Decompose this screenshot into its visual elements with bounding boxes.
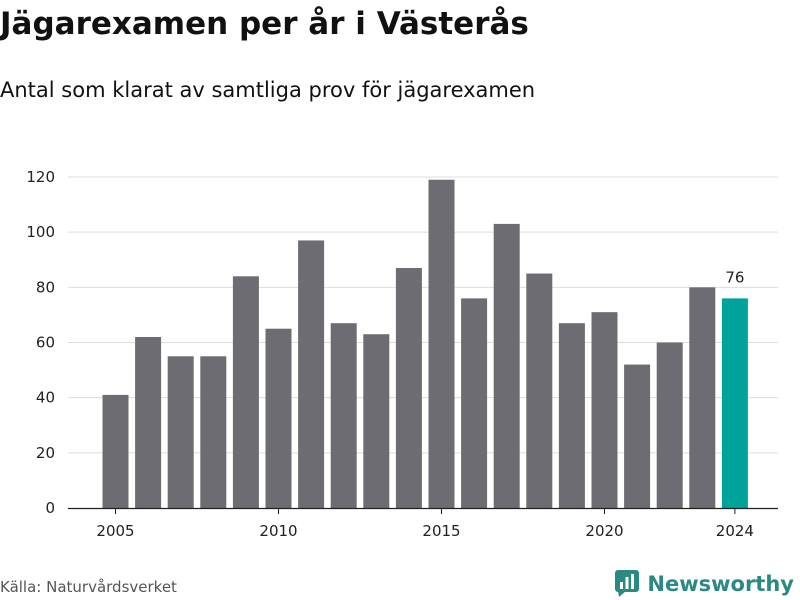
x-tick-label: 2024 — [716, 522, 754, 540]
x-tick-label: 2020 — [585, 522, 623, 540]
bar-chart-logo-icon — [615, 570, 640, 597]
bar — [558, 323, 585, 508]
brand-name: Newsworthy — [647, 572, 794, 596]
data-label-2024: 76 — [725, 268, 744, 286]
y-tick-label: 120 — [26, 168, 55, 186]
bar — [395, 268, 422, 508]
bar — [330, 323, 357, 508]
bars — [102, 179, 748, 509]
bar — [298, 240, 325, 509]
bar — [167, 356, 194, 508]
chart-subtitle: Antal som klarat av samtliga prov för jä… — [0, 78, 536, 102]
x-tick-label: 2005 — [96, 522, 134, 540]
x-tick-label: 2010 — [259, 522, 297, 540]
y-tick-label: 40 — [36, 389, 55, 407]
bar — [493, 223, 520, 508]
y-tick-label: 80 — [36, 278, 55, 296]
chart-title: Jägarexamen per år i Västerås — [0, 6, 529, 42]
source-note: Källa: Naturvårdsverket — [0, 578, 177, 596]
bar — [102, 394, 129, 508]
y-tick-label: 0 — [45, 499, 55, 517]
bar — [200, 356, 227, 508]
bar — [689, 287, 716, 508]
bar — [428, 179, 455, 508]
bar — [624, 364, 651, 508]
bar — [135, 336, 162, 508]
y-tick-label: 100 — [26, 223, 55, 241]
bar — [265, 328, 292, 508]
x-tick-label: 2015 — [422, 522, 460, 540]
bar-highlight — [721, 298, 748, 508]
bar — [232, 276, 259, 508]
data-labels: 76 — [725, 268, 744, 286]
y-tick-label: 60 — [36, 334, 55, 352]
bar — [656, 342, 683, 508]
brand-logo: Newsworthy — [615, 568, 794, 600]
y-tick-label: 20 — [36, 444, 55, 462]
bar — [363, 334, 390, 508]
bar — [526, 273, 553, 508]
y-axis-ticks: 0 20 40 60 80 100 120 — [26, 168, 55, 517]
bar — [461, 298, 488, 508]
bar — [591, 312, 618, 508]
x-axis: 2005 2010 2015 2020 2024 — [68, 507, 778, 540]
